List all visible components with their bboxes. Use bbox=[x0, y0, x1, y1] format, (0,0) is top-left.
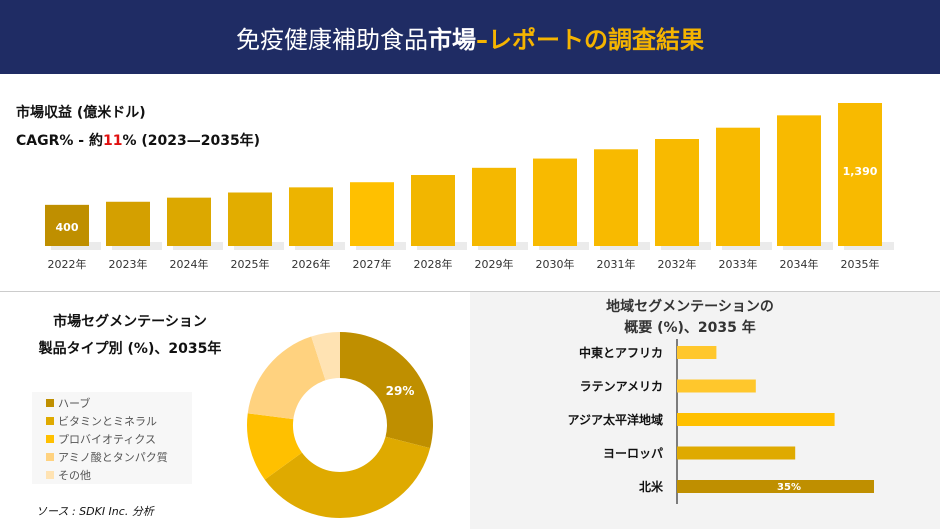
cagr-text: CAGR% - 約11% (2023—2035年) bbox=[16, 130, 260, 150]
revenue-bar-chart: 2022年 400 2023年 2024年 2025年 2026年 2027年 2028年 20… bbox=[45, 103, 894, 271]
legend-item: その他 bbox=[46, 466, 192, 484]
legend-swatch bbox=[46, 417, 54, 425]
legend-item: アミノ酸とタンパク質 bbox=[46, 448, 192, 466]
legend-swatch bbox=[46, 435, 54, 443]
legend-label: ハーブ bbox=[58, 397, 91, 410]
title-market: 市場 bbox=[428, 25, 476, 54]
product-donut-chart: 29% bbox=[247, 332, 433, 518]
legend-label: プロバイオティクス bbox=[58, 433, 157, 446]
region-bar bbox=[677, 446, 796, 460]
data-label: 1,390 bbox=[843, 165, 878, 178]
region-bar bbox=[677, 346, 717, 359]
x-tick-label: 2027年 bbox=[353, 257, 392, 271]
data-label: 35% bbox=[777, 482, 801, 493]
x-tick-label: 2026年 bbox=[292, 257, 331, 271]
legend-item: ビタミンとミネラル bbox=[46, 412, 192, 430]
region-bar bbox=[677, 480, 874, 493]
region-title-2: 概要 (%)、2035 年 bbox=[624, 320, 756, 336]
revenue-bar bbox=[350, 182, 394, 246]
data-label: 400 bbox=[56, 221, 79, 234]
donut-slice bbox=[311, 332, 340, 381]
donut-slice bbox=[340, 332, 433, 449]
legend-swatch bbox=[46, 453, 54, 461]
donut-slice bbox=[247, 413, 302, 480]
region-bar bbox=[677, 379, 756, 393]
source-note: ソース : SDKI Inc. 分析 bbox=[36, 505, 154, 518]
legend-label: その他 bbox=[58, 469, 91, 482]
region-panel: 地域セグメンテーションの 概要 (%)、2035 年 中東とアフリカ ラテンアメリ… bbox=[470, 292, 940, 529]
cagr-prefix: CAGR% - 約 bbox=[16, 133, 103, 149]
cagr-value: 11 bbox=[102, 133, 123, 149]
product-seg-title-1: 市場セグメンテーション bbox=[53, 314, 207, 330]
x-tick-label: 2033年 bbox=[719, 257, 758, 271]
x-tick-label: 2034年 bbox=[780, 257, 819, 271]
x-tick-label: 2028年 bbox=[414, 257, 453, 271]
legend-label: ビタミンとミネラル bbox=[58, 415, 157, 428]
x-tick-label: 2035年 bbox=[841, 257, 880, 271]
region-bar bbox=[677, 413, 835, 426]
revenue-bar bbox=[411, 175, 455, 246]
legend-swatch bbox=[46, 399, 54, 407]
revenue-bar bbox=[777, 115, 821, 246]
x-tick-label: 2030年 bbox=[536, 257, 575, 271]
revenue-bar bbox=[106, 201, 150, 246]
region-label: ラテンアメリカ bbox=[580, 380, 663, 394]
revenue-bar bbox=[533, 158, 577, 246]
x-tick-label: 2024年 bbox=[170, 257, 209, 271]
region-label: 北米 bbox=[639, 479, 664, 494]
donut-legend: ハーブビタミンとミネラル プロバイオティクス アミノ酸とタンパク質 その他 bbox=[32, 392, 192, 484]
report-header: 免疫健康補助食品 市場 –レポートの調査結果 bbox=[0, 0, 940, 74]
product-seg-title-2: 製品タイプ別 (%)、2035年 bbox=[38, 341, 222, 357]
x-tick-label: 2022年 bbox=[48, 257, 87, 271]
revenue-bar bbox=[472, 167, 516, 246]
revenue-title: 市場収益 (億米ドル) bbox=[16, 105, 146, 121]
revenue-bar bbox=[289, 187, 333, 246]
legend-swatch bbox=[46, 471, 54, 479]
x-tick-label: 2023年 bbox=[109, 257, 148, 271]
revenue-bar bbox=[655, 139, 699, 246]
x-tick-label: 2031年 bbox=[597, 257, 636, 271]
title-product: 免疫健康補助食品 bbox=[236, 25, 428, 54]
title-report: –レポートの調査結果 bbox=[476, 25, 704, 54]
revenue-bar bbox=[167, 197, 211, 246]
region-title-1: 地域セグメンテーションの bbox=[606, 299, 774, 315]
revenue-bar bbox=[45, 204, 89, 246]
data-label: 29% bbox=[386, 384, 415, 398]
revenue-bar bbox=[838, 103, 882, 246]
x-tick-label: 2032年 bbox=[658, 257, 697, 271]
donut-slice bbox=[264, 436, 431, 518]
donut-slice bbox=[247, 336, 326, 420]
revenue-bar bbox=[716, 127, 760, 246]
legend-item: ハーブ bbox=[46, 394, 192, 412]
region-label: アジア太平洋地域 bbox=[567, 412, 663, 427]
revenue-bar bbox=[228, 192, 272, 246]
region-label: 中東とアフリカ bbox=[579, 345, 663, 360]
region-label: ヨーロッパ bbox=[603, 447, 663, 461]
x-tick-label: 2029年 bbox=[475, 257, 514, 271]
x-tick-label: 2025年 bbox=[231, 257, 270, 271]
cagr-suffix: % (2023—2035年) bbox=[122, 133, 261, 149]
divider bbox=[0, 291, 940, 292]
legend-label: アミノ酸とタンパク質 bbox=[58, 451, 168, 464]
revenue-bar bbox=[594, 149, 638, 246]
legend-item: プロバイオティクス bbox=[46, 430, 192, 448]
